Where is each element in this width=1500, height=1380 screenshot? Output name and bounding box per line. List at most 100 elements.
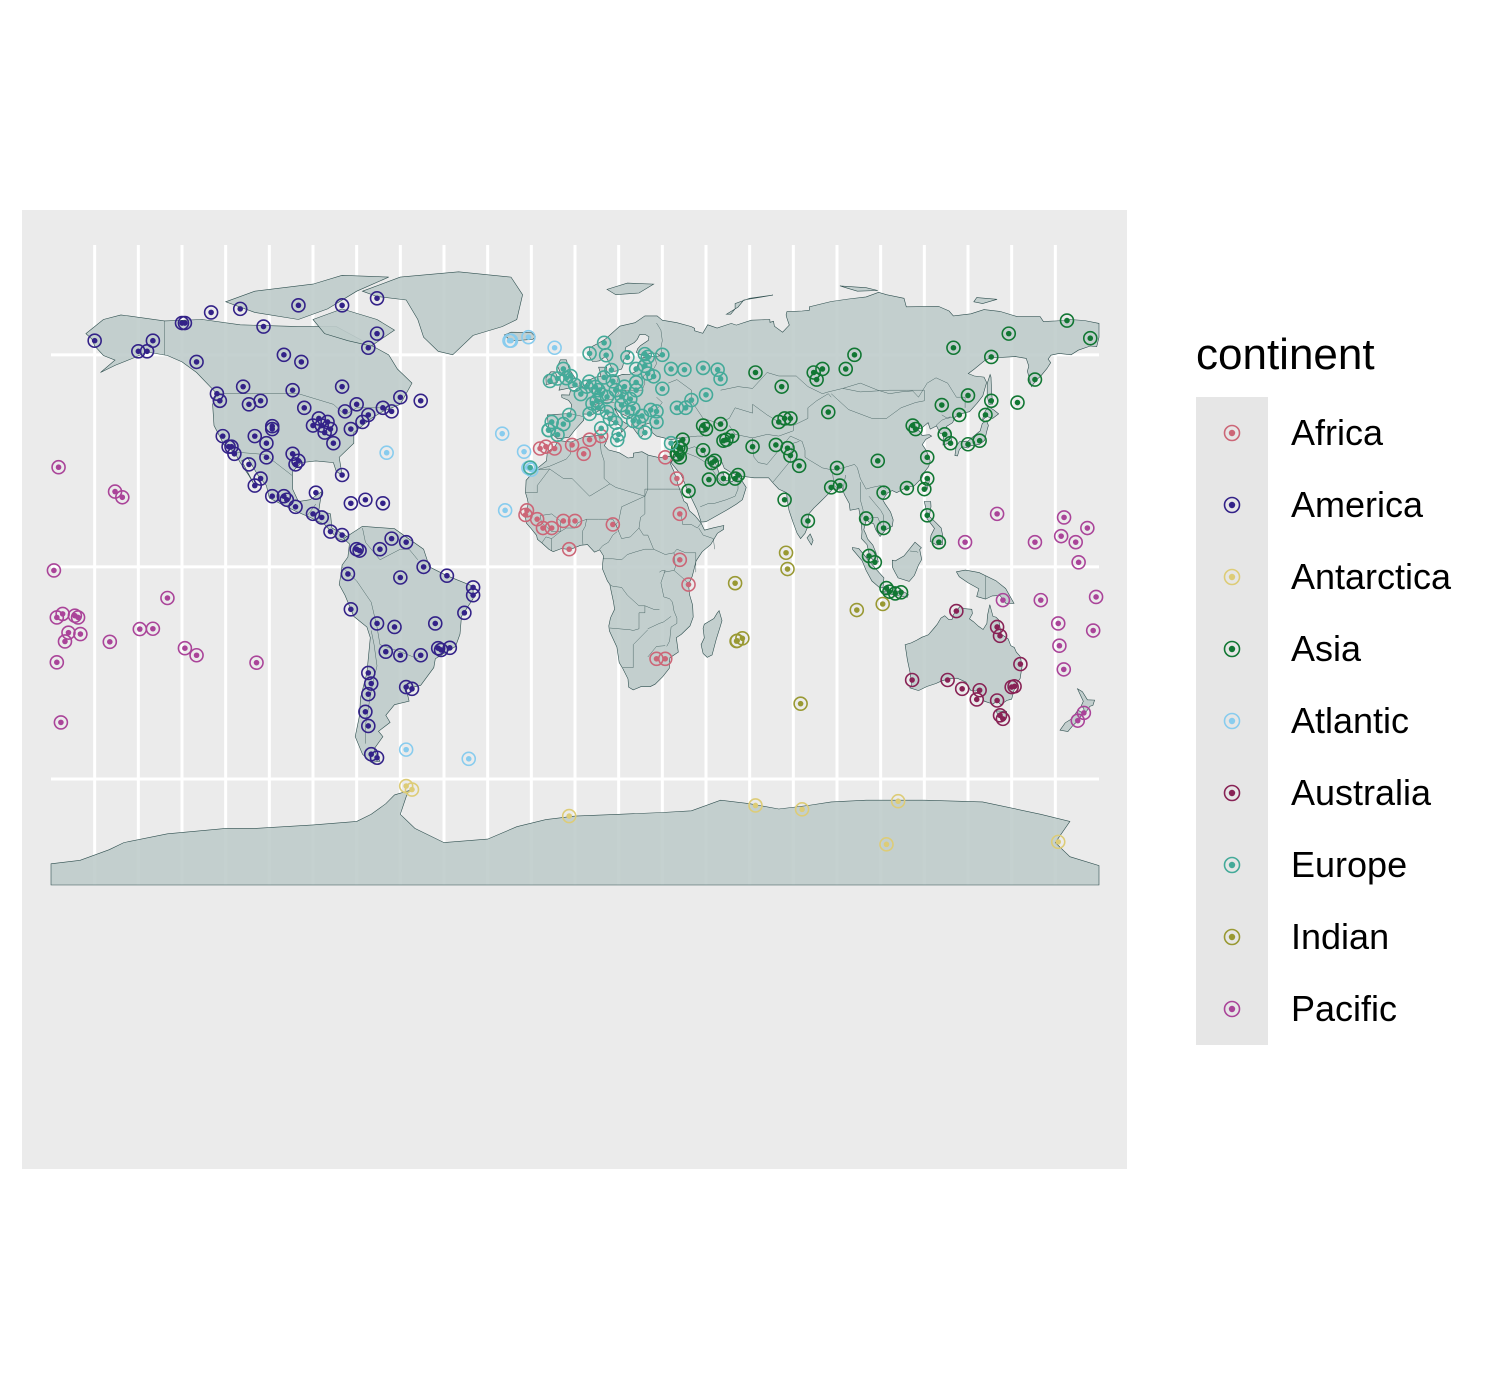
data-point-ring[interactable] <box>349 397 364 412</box>
data-point-ring[interactable] <box>983 393 999 409</box>
data-point[interactable] <box>567 373 574 379</box>
data-point-ring[interactable] <box>815 361 830 377</box>
data-point[interactable] <box>318 514 325 521</box>
data-point-ring[interactable] <box>698 387 714 403</box>
data-point-ring[interactable] <box>375 400 391 416</box>
data-point[interactable] <box>388 408 395 415</box>
data-point-ring[interactable] <box>285 382 300 398</box>
data-point[interactable] <box>752 802 759 809</box>
data-point[interactable] <box>700 447 706 454</box>
data-point[interactable] <box>284 496 290 503</box>
data-point[interactable] <box>988 397 995 404</box>
data-point[interactable] <box>610 378 616 385</box>
data-point[interactable] <box>1005 330 1012 337</box>
data-point-ring[interactable] <box>879 837 894 852</box>
data-point-ring[interactable] <box>698 421 714 437</box>
data-point[interactable] <box>729 433 735 439</box>
data-point[interactable] <box>397 652 404 659</box>
data-point-ring[interactable] <box>497 503 513 518</box>
data-point-ring[interactable] <box>256 319 271 334</box>
data-point-ring[interactable] <box>681 483 696 499</box>
data-point-ring[interactable] <box>870 453 886 469</box>
data-point[interactable] <box>659 385 666 392</box>
data-point[interactable] <box>1055 839 1062 845</box>
data-point-ring[interactable] <box>989 506 1005 522</box>
data-point[interactable] <box>310 511 316 517</box>
data-point[interactable] <box>397 574 404 581</box>
data-point[interactable] <box>965 392 971 399</box>
data-point-ring[interactable] <box>363 676 379 691</box>
data-point-ring[interactable] <box>876 520 891 536</box>
data-point[interactable] <box>342 408 348 415</box>
data-point-ring[interactable] <box>1052 638 1067 654</box>
data-point-ring[interactable] <box>413 647 429 663</box>
data-point-ring[interactable] <box>209 386 225 402</box>
data-point[interactable] <box>586 411 593 417</box>
data-point-ring[interactable] <box>989 619 1005 635</box>
data-point-ring[interactable] <box>663 435 679 451</box>
data-point[interactable] <box>253 659 260 666</box>
data-point[interactable] <box>348 500 354 507</box>
data-point[interactable] <box>58 719 64 726</box>
data-point-ring[interactable] <box>326 435 341 451</box>
data-point[interactable] <box>368 680 375 687</box>
data-point[interactable] <box>604 409 610 415</box>
data-point-ring[interactable] <box>235 379 251 394</box>
data-point[interactable] <box>362 496 369 503</box>
data-point-ring[interactable] <box>49 610 65 625</box>
data-point-ring[interactable] <box>361 686 376 702</box>
data-point[interactable] <box>796 463 802 469</box>
data-point[interactable] <box>982 412 989 418</box>
data-point-ring[interactable] <box>774 379 789 394</box>
data-point-ring[interactable] <box>593 421 609 436</box>
data-point-ring[interactable] <box>323 421 338 437</box>
data-point[interactable] <box>681 366 688 373</box>
data-point-ring[interactable] <box>1059 313 1075 328</box>
data-point-ring[interactable] <box>972 433 987 449</box>
data-point-ring[interactable] <box>519 503 535 518</box>
data-point[interactable] <box>682 405 689 411</box>
data-point[interactable] <box>566 546 572 553</box>
data-point[interactable] <box>499 430 506 437</box>
data-point-ring[interactable] <box>379 445 394 461</box>
data-point-ring[interactable] <box>46 563 62 578</box>
data-point[interactable] <box>799 806 805 813</box>
data-point[interactable] <box>1075 559 1082 566</box>
data-point[interactable] <box>924 475 931 482</box>
data-point-ring[interactable] <box>620 350 635 365</box>
data-point[interactable] <box>921 486 928 492</box>
data-point-ring[interactable] <box>343 421 359 437</box>
data-point-ring[interactable] <box>567 513 583 529</box>
data-point-ring[interactable] <box>189 647 204 663</box>
data-point[interactable] <box>601 340 607 346</box>
data-point[interactable] <box>627 396 634 402</box>
data-point-ring[interactable] <box>954 681 970 697</box>
data-point-ring[interactable] <box>832 478 848 493</box>
data-point[interactable] <box>135 348 142 355</box>
data-point-ring[interactable] <box>542 373 558 389</box>
data-point-ring[interactable] <box>427 616 443 631</box>
data-point-ring[interactable] <box>340 566 356 582</box>
data-point[interactable] <box>1087 335 1094 342</box>
data-point-ring[interactable] <box>544 414 560 430</box>
data-point[interactable] <box>642 362 648 369</box>
data-point[interactable] <box>797 700 804 707</box>
world-map[interactable] <box>22 210 1127 1169</box>
data-point-ring[interactable] <box>893 585 909 600</box>
data-point-ring[interactable] <box>1001 326 1017 341</box>
data-point[interactable] <box>939 402 945 408</box>
data-point[interactable] <box>662 655 669 662</box>
data-point-ring[interactable] <box>899 480 915 496</box>
data-point-ring[interactable] <box>730 467 746 483</box>
data-point-ring[interactable] <box>919 471 935 486</box>
data-point-ring[interactable] <box>247 478 263 493</box>
data-point[interactable] <box>594 397 600 404</box>
data-point-ring[interactable] <box>1033 592 1049 608</box>
data-point[interactable] <box>164 595 171 601</box>
data-point-ring[interactable] <box>820 404 836 420</box>
data-point[interactable] <box>1084 525 1091 531</box>
data-point-ring[interactable] <box>73 626 88 642</box>
data-point[interactable] <box>674 475 680 482</box>
data-point[interactable] <box>603 352 609 358</box>
data-point[interactable] <box>219 433 226 439</box>
